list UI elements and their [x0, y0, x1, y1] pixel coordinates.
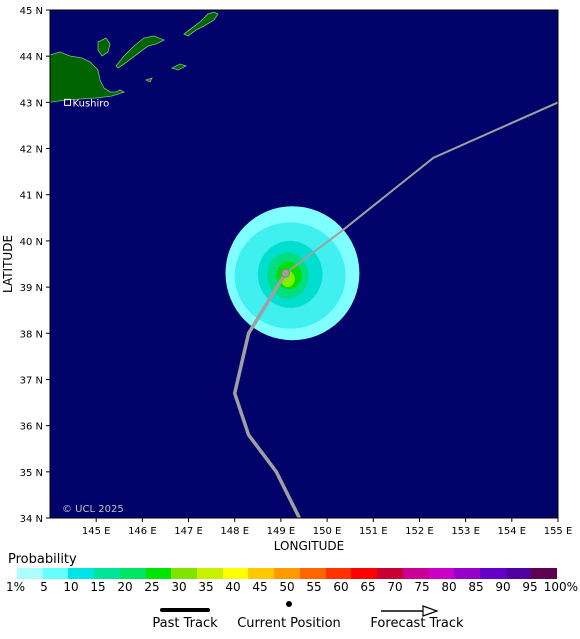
- legend-label: 40: [225, 580, 241, 594]
- longitude-axis: 145 E 146 E 147 E 148 E 149 E 150 E 151 E 152 E…: [82, 518, 572, 537]
- legend-label: 95: [522, 580, 538, 594]
- lat-tick-label: 44 N: [20, 52, 43, 63]
- legend-swatch-2: [68, 568, 95, 579]
- current-position-dot: [286, 601, 292, 607]
- legend-label: 85: [468, 580, 484, 594]
- lon-tick-label: 148 E: [220, 526, 249, 537]
- lat-tick-label: 40 N: [20, 237, 43, 248]
- latitude-axis: 34 N 35 N 36 N 37 N 38 N 39 N 40 N 41 N 42 N 43 N…: [20, 6, 50, 525]
- legend-title: Probability: [8, 552, 77, 567]
- legend-label: 60: [333, 580, 349, 594]
- probability-rings: [225, 206, 360, 341]
- forecast-track-label: Forecast Track: [370, 616, 464, 631]
- y-axis-title: LATITUDE: [1, 235, 15, 293]
- legend-swatch-1: [42, 568, 69, 579]
- legend-swatch-16: [428, 568, 455, 579]
- legend-label: 90: [495, 580, 511, 594]
- legend-swatch-11: [299, 568, 326, 579]
- legend-swatch-9: [248, 568, 275, 579]
- legend-swatch-10: [274, 568, 300, 579]
- forecast-track-line: [284, 101, 559, 275]
- legend-swatch-19: [505, 568, 532, 579]
- lon-tick-label: 152 E: [405, 526, 434, 537]
- lat-tick-label: 42 N: [20, 145, 43, 156]
- kuril-island-1: [97, 37, 111, 57]
- lon-tick-label: 150 E: [313, 526, 342, 537]
- legend-label: 70: [387, 580, 403, 594]
- lon-tick-label: 147 E: [174, 526, 203, 537]
- legend-label: 30: [171, 580, 187, 594]
- hokkaido-landmass: [49, 51, 126, 103]
- lat-tick-label: 39 N: [20, 283, 43, 294]
- lat-tick-label: 45 N: [20, 6, 43, 17]
- probability-labels: 1% 5 10 15 20 25 30 35 40 45 50 55 60 65 70 75 80 85 90 95 1…: [0, 580, 580, 596]
- legend-label: 20: [117, 580, 133, 594]
- legend-label: 100%: [543, 580, 578, 594]
- lat-tick-label: 37 N: [20, 375, 43, 386]
- forecast-arrow-icon: [381, 605, 439, 617]
- lon-tick-label: 155 E: [544, 526, 573, 537]
- legend-label: 65: [360, 580, 376, 594]
- legend-swatch-15: [402, 568, 429, 579]
- lon-tick-label: 151 E: [359, 526, 388, 537]
- legend-swatch-5: [145, 568, 172, 579]
- legend-swatch-8: [222, 568, 249, 579]
- past-track-line: [232, 272, 301, 519]
- lon-tick-label: 146 E: [128, 526, 157, 537]
- legend-label: 45: [252, 580, 268, 594]
- legend-swatch-7: [197, 568, 223, 579]
- land-masses: [49, 11, 219, 103]
- past-track-swatch: [160, 608, 210, 612]
- lat-tick-label: 38 N: [20, 329, 43, 340]
- lon-tick-label: 145 E: [82, 526, 111, 537]
- legend-label: 75: [414, 580, 430, 594]
- kuril-island-2: [115, 35, 165, 69]
- kuril-island-4: [170, 63, 188, 71]
- lon-tick-label: 154 E: [498, 526, 527, 537]
- legend-swatch-17: [454, 568, 480, 579]
- legend-swatch-20: [531, 568, 558, 579]
- city-label: Kushiro: [73, 98, 110, 109]
- legend-swatch-4: [119, 568, 146, 579]
- kushiro-marker-icon: [64, 98, 72, 106]
- legend-label: 50: [279, 580, 295, 594]
- lat-tick-label: 35 N: [20, 468, 43, 479]
- lat-tick-label: 34 N: [20, 514, 43, 525]
- x-axis-title: LONGITUDE: [274, 539, 344, 553]
- legend-swatch-14: [377, 568, 403, 579]
- copyright-text: © UCL 2025: [62, 504, 124, 515]
- legend-label: 1%: [6, 580, 26, 594]
- kuril-island-3: [183, 11, 219, 37]
- map-frame: [49, 9, 559, 519]
- legend-swatch-12: [325, 568, 352, 579]
- lon-tick-label: 153 E: [451, 526, 480, 537]
- legend-label: 35: [198, 580, 214, 594]
- legend-label: 10: [63, 580, 79, 594]
- legend-swatch-0: [17, 568, 43, 579]
- probability-colorbar: [17, 568, 558, 579]
- past-track-label: Past Track: [152, 616, 218, 631]
- kuril-island-5: [144, 77, 153, 83]
- lat-tick-label: 43 N: [20, 98, 43, 109]
- legend-label: 80: [441, 580, 457, 594]
- city-marker: Kushiro: [64, 98, 110, 109]
- storm-tracks: [232, 101, 559, 519]
- legend-swatch-18: [479, 568, 506, 579]
- lat-tick-label: 36 N: [20, 422, 43, 433]
- legend-label: 55: [306, 580, 322, 594]
- legend-label: 15: [90, 580, 106, 594]
- legend-swatch-13: [351, 568, 378, 579]
- lon-tick-label: 149 E: [267, 526, 296, 537]
- lat-tick-label: 41 N: [20, 191, 43, 202]
- current-position-label: Current Position: [237, 616, 341, 631]
- legend-label: 25: [144, 580, 160, 594]
- legend-label: 5: [40, 580, 48, 594]
- legend-swatch-6: [171, 568, 198, 579]
- legend-swatch-3: [94, 568, 120, 579]
- current-position-marker: [281, 268, 291, 278]
